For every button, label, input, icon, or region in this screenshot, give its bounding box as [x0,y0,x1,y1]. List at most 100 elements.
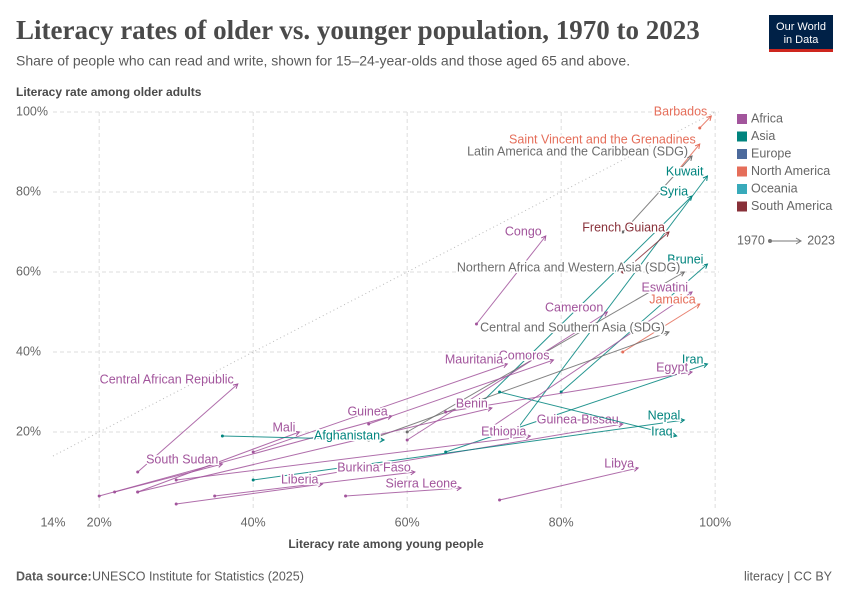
series-label: Syria [660,184,689,198]
y-tick-label: 60% [16,264,41,278]
parity-line [52,111,716,457]
start-point [251,478,255,482]
time-legend-dot [768,239,772,243]
end-arrow [694,143,701,150]
trajectory [114,463,223,493]
series-label: Egypt [656,360,688,374]
series-label: Central and Southern Asia (SDG) [480,320,665,334]
trajectory [368,359,554,425]
end-arrow [687,291,693,297]
legend-label: Asia [751,129,775,143]
series-label: Brunei [667,252,703,266]
legend-swatch [737,184,747,194]
end-arrow [217,462,224,468]
end-arrow [379,437,386,443]
series-label: Comoros [499,348,550,362]
end-arrow [617,421,624,428]
start-point [344,494,348,498]
trajectory [99,415,392,497]
start-point [136,470,140,474]
trajectory [137,431,300,493]
y-tick-label: 20% [16,424,41,438]
series-label: Guinea-Bissau [537,412,619,426]
trajectory [622,155,693,233]
series-label: Saint Vincent and the Grenadines [509,132,696,146]
start-point [220,434,224,438]
trajectory [676,143,701,173]
start-point [482,430,486,434]
trajectory [499,391,677,437]
y-tick-label: 100% [16,104,48,118]
start-point [405,438,409,442]
y-tick-label: 80% [16,184,41,198]
legend-label: Africa [751,111,783,125]
end-arrow [679,271,686,277]
y-axis-label: Literacy rate among older adults [16,85,202,99]
trajectory [699,115,712,129]
end-arrow [687,369,694,376]
legend-label: South America [751,199,832,213]
series-label: Congo [505,224,542,238]
series-label: Eswatini [642,280,689,294]
time-legend-start: 1970 [737,233,765,247]
time-legend-arrow [795,237,802,245]
y-tick-label: 40% [16,344,41,358]
series-label: Benin [456,396,488,410]
start-point [621,230,625,234]
trajectory [445,363,708,453]
trajectory [176,435,531,481]
trajectory [499,467,639,501]
trajectory [476,235,547,325]
series-label: Ethiopia [481,424,526,438]
logo-text: in Data [784,34,820,46]
x-tick-label: 100% [699,515,731,529]
series-label: Central African Republic [100,372,234,386]
end-arrow [232,383,239,389]
series-label: Cameroon [545,300,603,314]
legend-swatch [737,166,747,177]
start-point [113,490,117,494]
start-point [444,410,448,414]
end-arrow [706,115,713,121]
start-point [174,502,178,506]
legend-swatch [737,131,747,142]
license: literacy | CC BY [744,569,833,583]
chart-title: Literacy rates of older vs. younger popu… [16,15,700,45]
series-label: Latin America and the Caribbean (SDG) [467,144,688,158]
series-label: Sierra Leone [385,476,457,490]
end-arrow [410,469,416,476]
end-arrow [525,433,532,440]
series-label: Nepal [648,408,681,422]
series-label: Liberia [281,472,319,486]
end-arrow [633,466,640,472]
trajectory [483,195,693,401]
end-arrow [702,362,709,369]
x-tick-label: 14% [40,515,65,529]
trajectory [214,471,415,497]
trajectory [483,291,693,433]
start-point [621,270,625,274]
end-arrow [386,414,393,420]
logo [769,15,833,52]
end-arrow [548,358,555,365]
trajectory [345,487,462,497]
trajectory [368,331,670,441]
start-point [405,430,409,434]
time-legend-end: 2023 [807,233,835,247]
logo-text: Our World [776,21,826,33]
end-arrow [702,263,709,269]
legend-swatch [737,201,747,212]
end-arrow [671,432,678,438]
end-arrow [602,311,609,317]
series-label: Burkina Faso [337,460,411,474]
start-point [251,450,255,454]
x-tick-label: 60% [395,515,420,529]
series-label: Mali [272,420,295,434]
end-arrow [663,231,670,237]
trajectory [622,231,670,273]
x-tick-label: 40% [241,515,266,529]
legend-swatch [737,149,747,159]
series-label: French Guiana [582,220,665,234]
series-label: Guinea [347,404,387,418]
